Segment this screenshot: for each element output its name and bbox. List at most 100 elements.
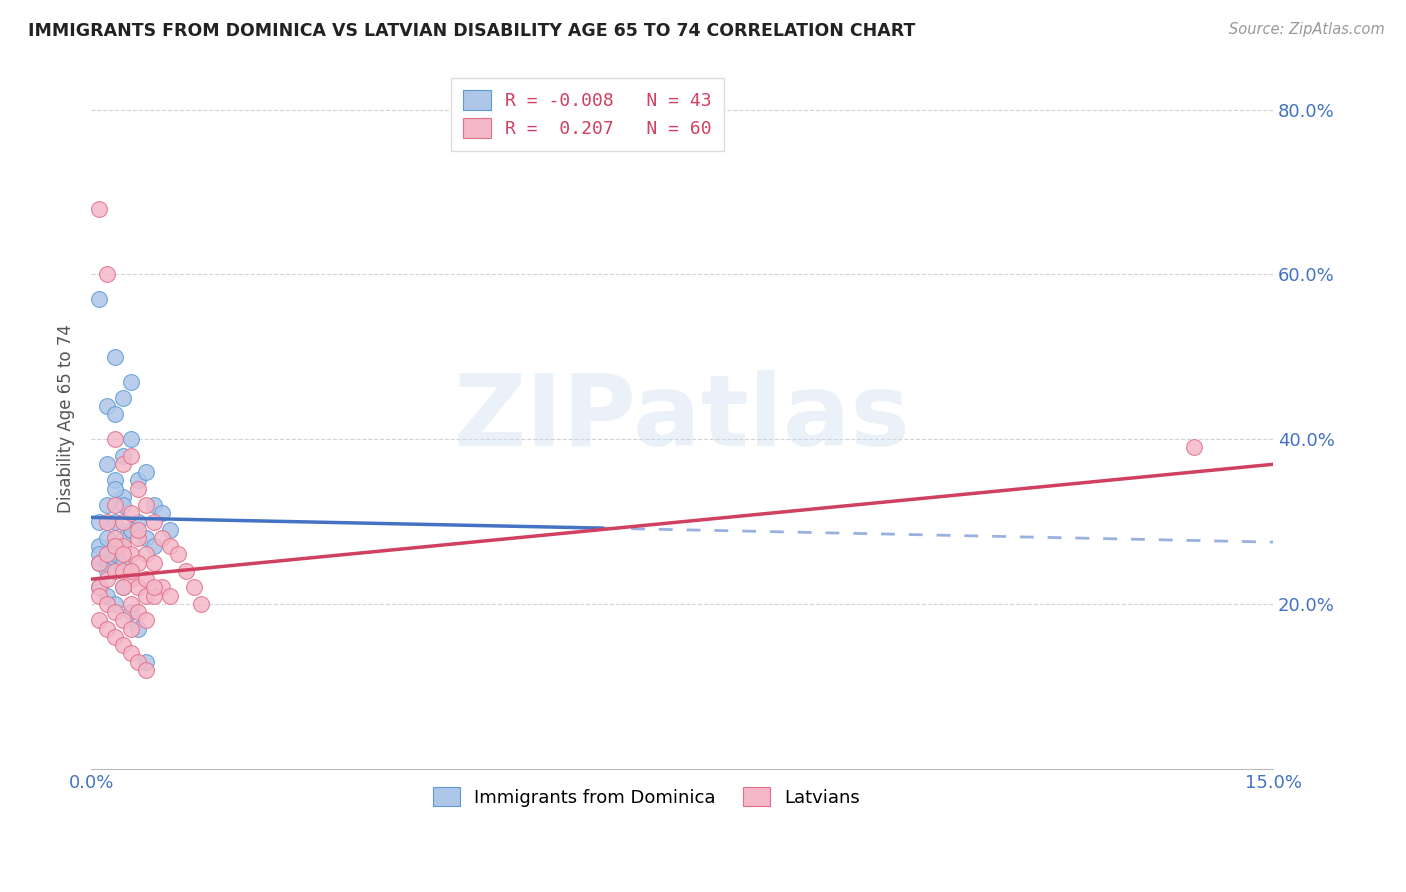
Text: ZIPatlas: ZIPatlas (454, 370, 911, 467)
Point (111, 581, 134, 595)
Point (120, 523, 142, 537)
Text: Source: ZipAtlas.com: Source: ZipAtlas.com (1229, 22, 1385, 37)
Point (104, 498, 127, 512)
Point (135, 465, 157, 479)
Point (111, 613, 134, 627)
Point (127, 474, 149, 488)
Point (166, 548, 188, 562)
Point (87, 539, 110, 553)
Point (120, 523, 142, 537)
Point (143, 589, 166, 603)
Point (120, 506, 142, 520)
Point (96, 572, 118, 586)
Point (135, 613, 157, 627)
Point (135, 531, 157, 545)
Point (174, 564, 197, 578)
Point (135, 589, 157, 603)
Point (143, 515, 166, 529)
Point (120, 564, 142, 578)
Point (87, 613, 110, 627)
Point (111, 457, 134, 471)
Point (96, 515, 118, 529)
Point (111, 391, 134, 405)
Point (120, 432, 142, 446)
Point (96, 399, 118, 413)
Point (111, 638, 134, 652)
Point (96, 548, 118, 562)
Point (127, 605, 149, 619)
Point (127, 482, 149, 496)
Point (111, 548, 134, 562)
Point (87, 581, 110, 595)
Point (96, 564, 118, 578)
Point (127, 581, 149, 595)
Point (120, 572, 142, 586)
Point (120, 375, 142, 389)
Point (104, 548, 127, 562)
Point (127, 556, 149, 570)
Point (111, 556, 134, 570)
Point (135, 548, 157, 562)
Text: IMMIGRANTS FROM DOMINICA VS LATVIAN DISABILITY AGE 65 TO 74 CORRELATION CHART: IMMIGRANTS FROM DOMINICA VS LATVIAN DISA… (28, 22, 915, 40)
Point (111, 539, 134, 553)
Point (111, 581, 134, 595)
Point (111, 449, 134, 463)
Point (111, 531, 134, 545)
Point (127, 515, 149, 529)
Point (104, 597, 127, 611)
Point (120, 646, 142, 660)
Point (120, 548, 142, 562)
Point (104, 515, 127, 529)
Point (111, 564, 134, 578)
Point (104, 432, 127, 446)
Point (183, 581, 205, 595)
Y-axis label: Disability Age 65 to 74: Disability Age 65 to 74 (58, 324, 75, 513)
Point (143, 539, 166, 553)
Point (104, 350, 127, 364)
Point (87, 556, 110, 570)
Point (104, 474, 127, 488)
Point (96, 457, 118, 471)
Point (127, 622, 149, 636)
Point (143, 498, 166, 512)
Point (96, 597, 118, 611)
Point (120, 605, 142, 619)
Point (96, 531, 118, 545)
Point (104, 564, 127, 578)
Point (87, 515, 110, 529)
Point (87, 292, 110, 306)
Point (150, 506, 173, 520)
Point (96, 556, 118, 570)
Point (111, 515, 134, 529)
Point (143, 581, 166, 595)
Point (104, 531, 127, 545)
Legend: Immigrants from Dominica, Latvians: Immigrants from Dominica, Latvians (425, 778, 869, 815)
Point (159, 523, 181, 537)
Point (104, 408, 127, 422)
Point (127, 523, 149, 537)
Point (135, 663, 157, 677)
Point (127, 655, 149, 669)
Point (120, 449, 142, 463)
Point (104, 539, 127, 553)
Point (1182, 441, 1205, 455)
Point (111, 490, 134, 504)
Point (87, 589, 110, 603)
Point (96, 589, 118, 603)
Point (96, 268, 118, 282)
Point (120, 597, 142, 611)
Point (111, 498, 134, 512)
Point (104, 482, 127, 496)
Point (87, 556, 110, 570)
Point (96, 498, 118, 512)
Point (135, 498, 157, 512)
Point (96, 622, 118, 636)
Point (135, 572, 157, 586)
Point (159, 589, 181, 603)
Point (104, 605, 127, 619)
Point (120, 622, 142, 636)
Point (159, 539, 181, 553)
Point (104, 539, 127, 553)
Point (127, 531, 149, 545)
Point (150, 581, 173, 595)
